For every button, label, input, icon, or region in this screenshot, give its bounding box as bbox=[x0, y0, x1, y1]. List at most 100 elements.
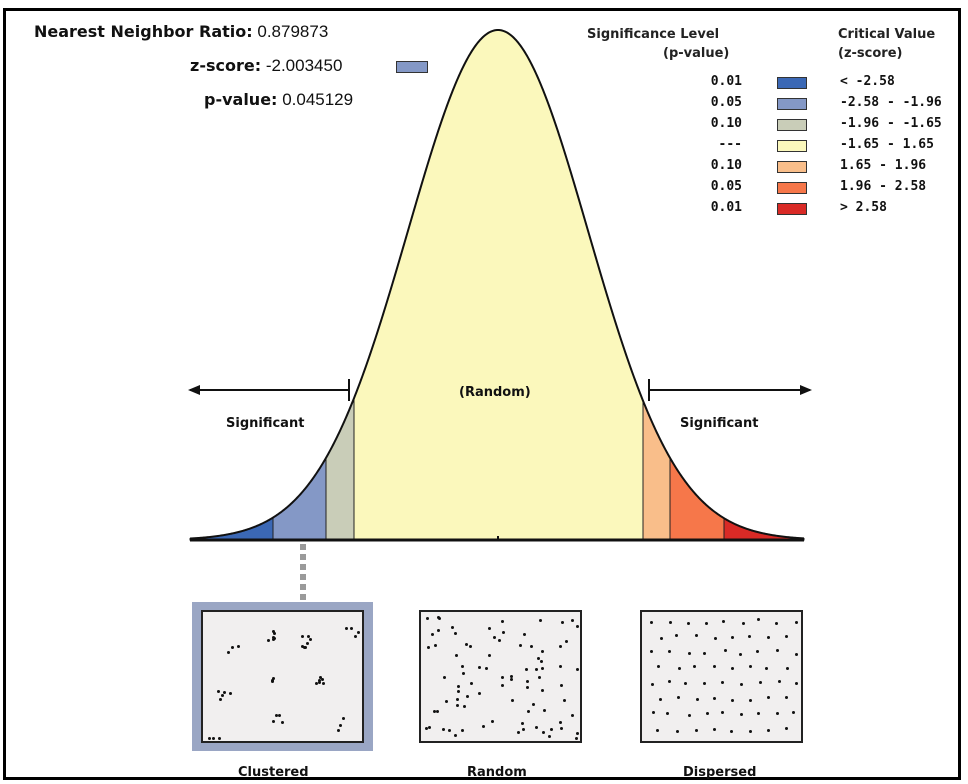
point-dot bbox=[320, 677, 324, 681]
point-dot bbox=[723, 649, 727, 653]
point-dot bbox=[720, 711, 724, 715]
point-dot bbox=[564, 640, 568, 644]
p-value-line: p-value: 0.045129 bbox=[204, 90, 353, 110]
point-dot bbox=[448, 728, 452, 732]
point-dot bbox=[207, 737, 211, 740]
point-dot bbox=[563, 699, 567, 703]
point-dot bbox=[539, 619, 543, 623]
point-dot bbox=[432, 709, 436, 713]
point-dot bbox=[656, 729, 660, 733]
point-dot bbox=[766, 728, 770, 732]
z-score-swatch bbox=[396, 61, 428, 73]
legend-p-value: --- bbox=[718, 137, 742, 152]
right-significant-label: Significant bbox=[680, 416, 759, 431]
legend-swatch bbox=[777, 77, 807, 89]
point-dot bbox=[559, 684, 563, 688]
point-dot bbox=[792, 711, 796, 715]
point-dot bbox=[741, 621, 745, 625]
legend-critical-title: Critical Value bbox=[838, 27, 936, 42]
point-dot bbox=[498, 638, 502, 642]
point-dot bbox=[523, 632, 527, 636]
point-dot bbox=[500, 619, 504, 623]
point-dot bbox=[216, 690, 220, 694]
point-dot bbox=[677, 695, 681, 699]
point-dot bbox=[428, 725, 432, 729]
curve-region bbox=[189, 516, 274, 541]
point-dot bbox=[542, 731, 546, 735]
point-dot bbox=[271, 678, 275, 682]
point-dot bbox=[521, 728, 525, 732]
point-dot bbox=[535, 725, 539, 729]
point-dot bbox=[668, 620, 672, 624]
legend-z-range: < -2.58 bbox=[840, 74, 895, 89]
point-dot bbox=[218, 697, 222, 701]
point-dot bbox=[537, 675, 541, 679]
point-dot bbox=[267, 638, 271, 642]
point-dot bbox=[527, 710, 531, 714]
nn-ratio-value: 0.879873 bbox=[257, 22, 329, 41]
point-dot bbox=[541, 667, 545, 671]
z-score-value: -2.003450 bbox=[265, 56, 343, 75]
legend-swatch bbox=[777, 98, 807, 110]
point-dot bbox=[278, 713, 282, 717]
point-dot bbox=[712, 728, 716, 732]
legend-p-value: 0.01 bbox=[710, 74, 742, 89]
point-dot bbox=[425, 616, 429, 620]
point-dot bbox=[492, 636, 496, 640]
point-dot bbox=[767, 635, 771, 639]
point-dot bbox=[300, 644, 304, 648]
point-dot bbox=[560, 620, 564, 624]
point-dot bbox=[574, 737, 578, 741]
point-dot bbox=[321, 682, 325, 686]
point-dot bbox=[308, 638, 312, 642]
legend-p-value: 0.05 bbox=[710, 179, 742, 194]
point-dot bbox=[236, 645, 240, 649]
point-dot bbox=[271, 720, 275, 724]
point-dot bbox=[441, 728, 445, 732]
point-dot bbox=[502, 630, 506, 634]
point-dot bbox=[442, 675, 446, 679]
p-value-value: 0.045129 bbox=[282, 90, 354, 109]
point-dot bbox=[650, 682, 654, 686]
point-dot bbox=[757, 618, 761, 622]
clustered-pattern-panel bbox=[201, 610, 364, 743]
point-dot bbox=[455, 698, 459, 702]
point-dot bbox=[437, 617, 441, 621]
legend-swatch bbox=[777, 182, 807, 194]
point-dot bbox=[521, 722, 525, 726]
point-dot bbox=[271, 676, 275, 680]
point-dot bbox=[317, 678, 321, 682]
point-dot bbox=[794, 620, 798, 624]
point-dot bbox=[456, 689, 460, 693]
legend-p-value: 0.01 bbox=[710, 200, 742, 215]
point-dot bbox=[540, 689, 544, 693]
point-dot bbox=[525, 685, 529, 689]
point-dot bbox=[559, 721, 563, 725]
point-dot bbox=[692, 664, 696, 668]
point-dot bbox=[731, 666, 735, 670]
curve-region bbox=[642, 400, 671, 541]
point-dot bbox=[659, 636, 663, 640]
point-dot bbox=[794, 652, 798, 656]
point-dot bbox=[576, 667, 580, 671]
dispersed-pattern-panel bbox=[640, 610, 803, 743]
point-dot bbox=[487, 627, 491, 631]
legend-swatch bbox=[777, 161, 807, 173]
point-dot bbox=[319, 676, 323, 680]
z-score-label: z-score: bbox=[190, 56, 262, 75]
legend-significance-title: Significance Level bbox=[587, 27, 720, 42]
point-dot bbox=[547, 734, 551, 738]
point-dot bbox=[695, 697, 699, 701]
point-dot bbox=[649, 649, 653, 653]
point-dot bbox=[516, 731, 520, 735]
point-dot bbox=[500, 683, 504, 687]
point-dot bbox=[730, 636, 734, 640]
point-dot bbox=[713, 636, 717, 640]
point-dot bbox=[531, 703, 535, 707]
point-dot bbox=[453, 734, 457, 738]
point-dot bbox=[694, 728, 698, 732]
point-dot bbox=[767, 696, 771, 700]
point-dot bbox=[270, 680, 274, 684]
legend-z-range: 1.96 - 2.58 bbox=[840, 179, 927, 194]
